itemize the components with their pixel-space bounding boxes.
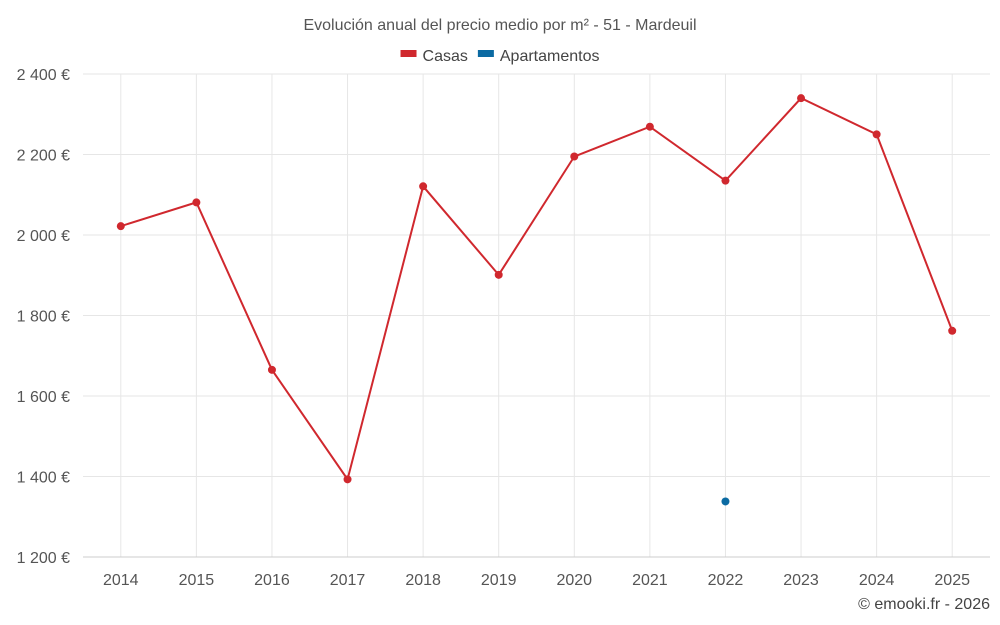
x-axis-ticks: 2014 2015 2016 2017 2018 2019 2020 2021 2022 2023… [103,572,970,589]
legend-label: Casas [423,48,468,65]
legend-item-casas[interactable]: Casas [400,48,468,65]
x-tick-label: 2017 [330,572,366,589]
data-point-casas-2018[interactable] [419,182,428,191]
data-point-casas-2021[interactable] [645,122,654,131]
y-gridlines [83,73,990,477]
x-tick-label: 2022 [708,572,744,589]
y-tick-label: 2 200 € [17,148,70,165]
x-tick-label: 2015 [179,572,215,589]
data-point-casas-2015[interactable] [192,198,201,207]
data-point-apartamentos-2022[interactable] [721,497,730,506]
legend-swatch [477,50,494,57]
data-point-casas-2025[interactable] [948,326,957,335]
x-tick-label: 2016 [254,572,290,589]
x-tick-label: 2024 [859,572,895,589]
y-tick-label: 1 800 € [17,309,70,326]
x-tick-label: 2025 [934,572,970,589]
data-point-casas-2017[interactable] [343,475,352,484]
y-tick-label: 1 600 € [17,389,70,406]
x-tick-label: 2014 [103,572,139,589]
data-point-casas-2019[interactable] [494,270,503,279]
legend: Casas Apartamentos [400,48,600,65]
y-axis-ticks: 1 200 € 1 400 € 1 600 € 1 800 € 2 000 € 2 200… [17,67,70,567]
y-tick-label: 2 400 € [17,67,70,84]
data-point-casas-2024[interactable] [872,130,881,139]
data-point-casas-2023[interactable] [797,94,806,103]
legend-label: Apartamentos [500,48,600,65]
x-tick-label: 2023 [783,572,819,589]
series-line-casas [120,96,954,482]
x-tick-label: 2018 [405,572,441,589]
data-point-casas-2014[interactable] [116,222,125,231]
data-point-casas-2020[interactable] [570,152,579,161]
series-points [116,94,957,506]
y-tick-label: 2 000 € [17,228,70,245]
x-tick-label: 2019 [481,572,517,589]
legend-swatch [400,50,417,57]
data-point-casas-2016[interactable] [267,365,276,374]
x-tick-label: 2021 [632,572,668,589]
series-lines [120,96,954,482]
data-point-casas-2022[interactable] [721,176,730,185]
chart-title: Evolución anual del precio medio por m² … [303,17,696,34]
credit-text: © emooki.fr - 2026 [858,596,990,613]
legend-item-apartamentos[interactable]: Apartamentos [477,48,600,65]
y-tick-label: 1 400 € [17,470,70,487]
x-tick-label: 2020 [556,572,592,589]
y-tick-label: 1 200 € [17,550,70,567]
